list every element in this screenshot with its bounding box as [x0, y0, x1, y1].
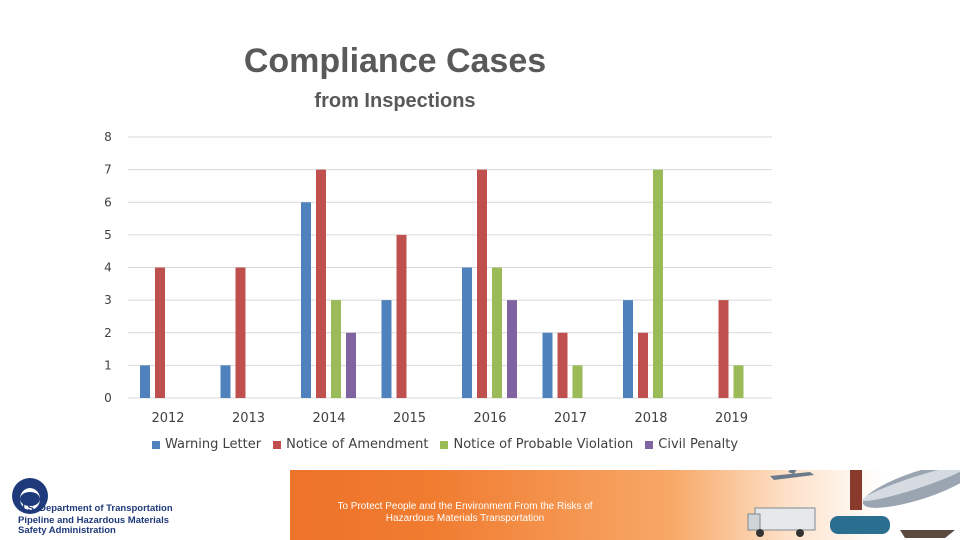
y-tick-label: 7	[104, 163, 112, 177]
bar-warning-letter	[140, 365, 150, 398]
y-tick-label: 5	[104, 228, 112, 242]
bar-warning-letter	[220, 365, 231, 398]
bar-notice-of-probable-violation	[331, 300, 341, 398]
bar-notice-of-amendment	[155, 267, 165, 398]
bar-warning-letter	[301, 202, 311, 398]
dot-branding: U.S. Department of Transportation Pipeli…	[0, 470, 290, 540]
dot-name: U.S. Department of Transportation	[18, 503, 173, 514]
bar-warning-letter	[623, 300, 633, 398]
phmsa-name: Pipeline and Hazardous Materials Safety …	[18, 516, 218, 536]
dot-logo-icon	[12, 478, 48, 514]
bar-notice-of-probable-violation	[572, 365, 583, 398]
transportation-montage-icon	[747, 470, 960, 538]
bar-notice-of-amendment	[235, 267, 246, 398]
y-tick-label: 3	[104, 293, 112, 307]
bar-warning-letter	[542, 332, 553, 398]
bar-notice-of-amendment	[718, 300, 729, 398]
chart-subtitle: from Inspections	[314, 90, 476, 112]
bar-civil-penalty	[507, 300, 517, 398]
legend-swatch-civil-penalty	[645, 440, 654, 449]
bar-notice-of-probable-violation	[492, 267, 502, 398]
phmsa-line-1: Pipeline and Hazardous Materials	[18, 515, 169, 526]
x-category-label: 2016	[473, 411, 506, 426]
x-category-label: 2012	[151, 411, 184, 426]
legend-swatch-notice-of-probable-violation	[440, 440, 449, 449]
tagline-line-1: To Protect People and the Environment Fr…	[337, 501, 593, 512]
legend-item-notice-of-probable-violation: Notice of Probable Violation	[440, 437, 633, 452]
y-tick-label: 6	[104, 195, 112, 209]
footer-banner: U.S. Department of Transportation Pipeli…	[0, 470, 960, 540]
legend-item-civil-penalty: Civil Penalty	[645, 437, 738, 452]
tagline-line-2: Hazardous Materials Transportation	[385, 513, 545, 524]
bar-notice-of-amendment	[638, 332, 648, 398]
legend-label-civil-penalty: Civil Penalty	[658, 437, 739, 452]
x-category-label: 2015	[393, 411, 426, 426]
chart-title: Compliance Cases	[243, 42, 547, 80]
bar-notice-of-amendment	[557, 332, 568, 398]
x-category-label: 2014	[312, 411, 345, 426]
footer-tagline: To Protect People and the Environment Fr…	[300, 501, 630, 525]
bar-civil-penalty	[346, 332, 356, 398]
chart-legend: Warning Letter Notice of Amendment Notic…	[0, 437, 960, 452]
bar-notice-of-probable-violation	[733, 365, 744, 398]
bar-chart: 0 1 2 3 4 5 6 7 8 2012 2013 2014 2015 2016 2017 2018 201…	[104, 130, 772, 426]
x-category-label: 2019	[715, 411, 748, 426]
legend-item-warning-letter: Warning Letter	[151, 437, 262, 452]
legend-label-notice-of-probable-violation: Notice of Probable Violation	[453, 437, 634, 452]
x-category-label: 2018	[634, 411, 667, 426]
y-tick-label: 2	[104, 326, 112, 340]
bar-notice-of-amendment	[477, 169, 487, 398]
y-tick-label: 1	[104, 358, 112, 372]
bar-warning-letter	[462, 267, 472, 398]
x-category-label: 2013	[232, 411, 265, 426]
legend-swatch-warning-letter	[151, 440, 160, 449]
bar-notice-of-probable-violation	[653, 169, 663, 398]
legend-label-warning-letter: Warning Letter	[164, 437, 262, 452]
phmsa-line-2: Safety Administration	[18, 525, 116, 536]
bar-notice-of-amendment	[316, 169, 326, 398]
bar-warning-letter	[381, 300, 392, 398]
legend-item-notice-of-amendment: Notice of Amendment	[273, 437, 428, 452]
bar-notice-of-amendment	[396, 234, 407, 398]
y-tick-label: 0	[104, 391, 112, 405]
y-tick-label: 4	[104, 261, 112, 275]
legend-label-notice-of-amendment: Notice of Amendment	[286, 437, 429, 452]
y-tick-label: 8	[104, 130, 112, 144]
legend-swatch-notice-of-amendment	[273, 440, 282, 449]
x-category-label: 2017	[554, 411, 587, 426]
